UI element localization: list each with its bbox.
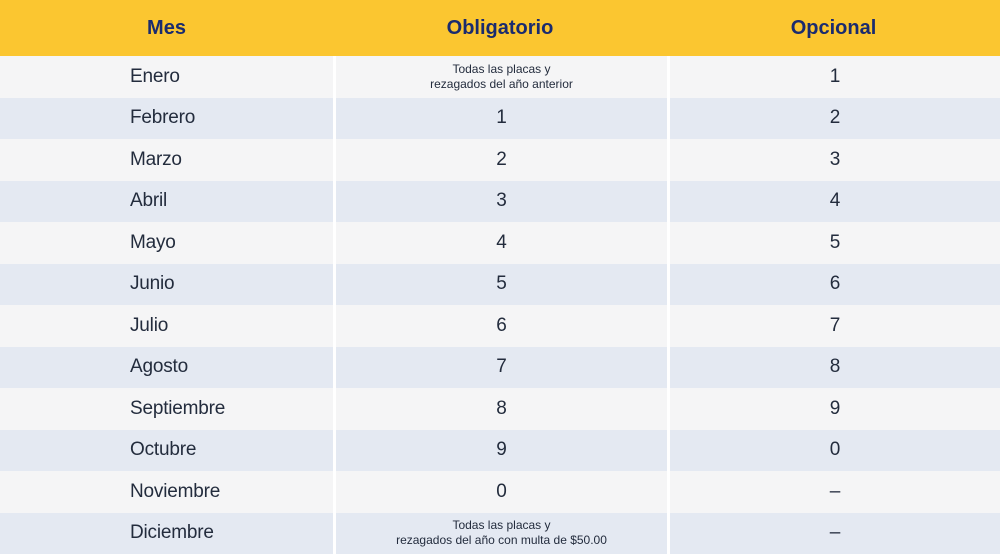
table-row-agosto: Agosto 7 8 — [0, 346, 1000, 388]
opcional-cell: 9 — [667, 388, 1000, 430]
opcional-cell: 0 — [667, 429, 1000, 471]
table-row-enero: Enero Todas las placas y rezagados del a… — [0, 56, 1000, 98]
month-cell: Febrero — [130, 107, 196, 129]
opcional-cell: 1 — [667, 56, 1000, 98]
table-row-noviembre: Noviembre 0 – — [0, 471, 1000, 513]
column-header-obligatorio: Obligatorio — [446, 16, 554, 39]
opcional-cell: 6 — [667, 263, 1000, 305]
month-cell: Mayo — [130, 231, 176, 253]
month-cell: Julio — [130, 314, 169, 336]
opcional-cell: 2 — [667, 97, 1000, 139]
obligatorio-cell: 3 — [333, 180, 667, 222]
table-row-abril: Abril 3 4 — [0, 180, 1000, 222]
obligatorio-cell: Todas las placas y rezagados del año con… — [333, 512, 667, 554]
obligatorio-cell: Todas las placas y rezagados del año ant… — [333, 56, 667, 98]
obligatorio-cell: 7 — [333, 346, 667, 388]
opcional-cell: 4 — [667, 180, 1000, 222]
month-cell: Junio — [130, 273, 175, 295]
month-cell: Noviembre — [130, 480, 221, 502]
table-row-febrero: Febrero 1 2 — [0, 97, 1000, 139]
column-header-opcional: Opcional — [790, 16, 877, 39]
opcional-cell: 5 — [667, 222, 1000, 264]
month-cell: Septiembre — [130, 397, 226, 419]
table-row-diciembre: Diciembre Todas las placas y rezagados d… — [0, 512, 1000, 554]
opcional-cell: 8 — [667, 346, 1000, 388]
table-row-junio: Junio 5 6 — [0, 263, 1000, 305]
obligatorio-cell: 1 — [333, 97, 667, 139]
table-row-marzo: Marzo 2 3 — [0, 139, 1000, 181]
month-cell: Enero — [130, 65, 180, 87]
obligatorio-cell: 4 — [333, 222, 667, 264]
opcional-cell: – — [667, 471, 1000, 513]
obligatorio-cell: 5 — [333, 263, 667, 305]
month-cell: Abril — [130, 190, 168, 212]
opcional-cell: 3 — [667, 139, 1000, 181]
month-cell: Diciembre — [130, 522, 214, 544]
obligatorio-cell: 8 — [333, 388, 667, 430]
column-header-mes: Mes — [147, 16, 186, 39]
table-row-julio: Julio 6 7 — [0, 305, 1000, 347]
table-row-mayo: Mayo 4 5 — [0, 222, 1000, 264]
table-row-octubre: Octubre 9 0 — [0, 429, 1000, 471]
month-cell: Agosto — [130, 356, 188, 378]
obligatorio-cell: 0 — [333, 471, 667, 513]
month-cell: Octubre — [130, 439, 197, 461]
table-row-septiembre: Septiembre 8 9 — [0, 388, 1000, 430]
obligatorio-cell: 9 — [333, 429, 667, 471]
opcional-cell: 7 — [667, 305, 1000, 347]
opcional-cell: – — [667, 512, 1000, 554]
table-header-row: Mes Obligatorio Opcional — [0, 0, 1000, 56]
obligatorio-cell: 6 — [333, 305, 667, 347]
obligatorio-cell: 2 — [333, 139, 667, 181]
month-cell: Marzo — [130, 148, 182, 170]
